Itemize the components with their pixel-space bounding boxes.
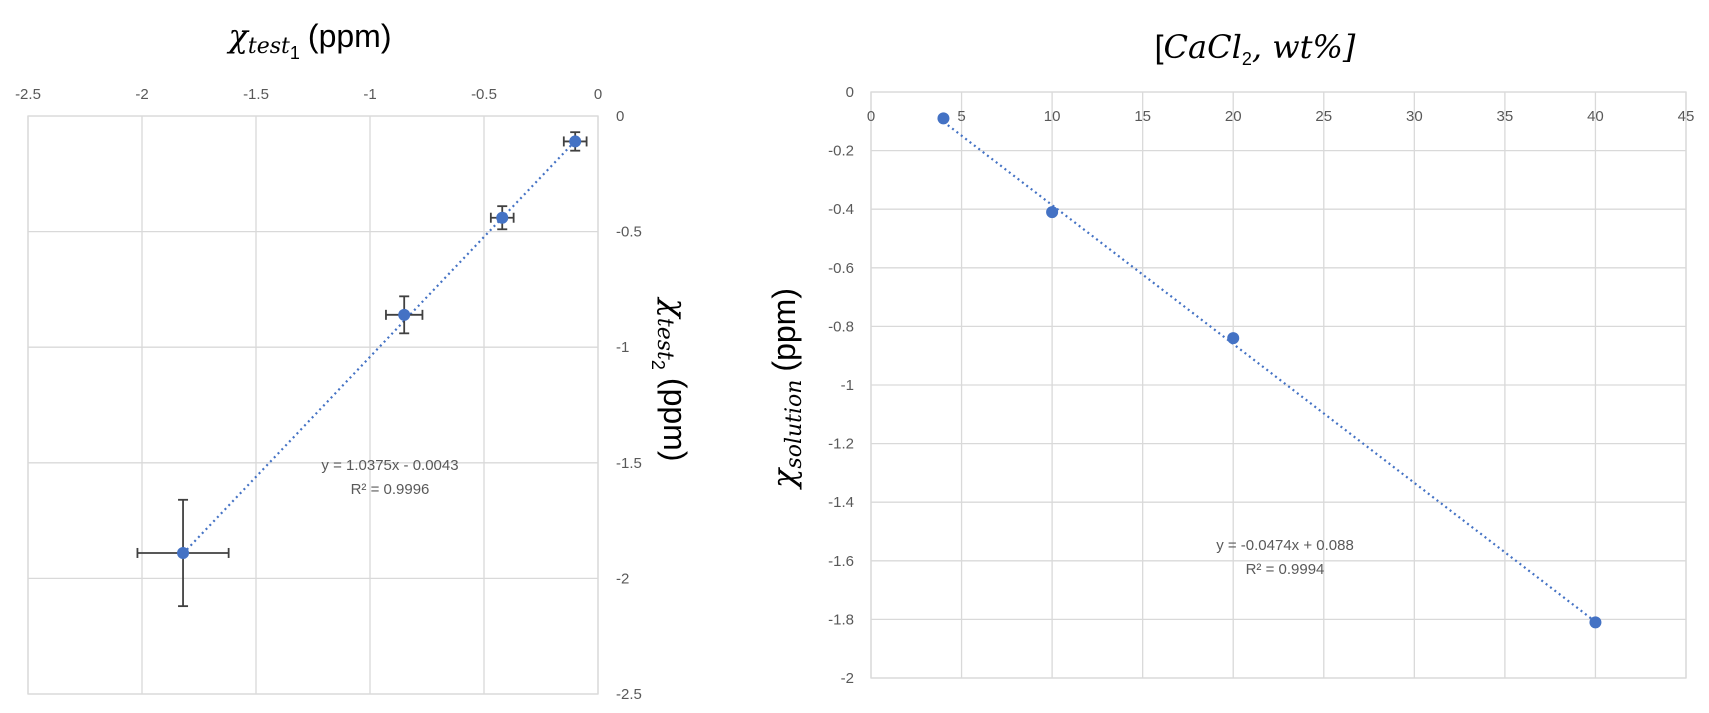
c1-y-tick-label: -0.5 <box>616 224 642 241</box>
c2-y-tick-label: -1.4 <box>828 494 854 511</box>
c1-x-tick-label: -2 <box>135 86 148 103</box>
c2-y-tick-label: -1.2 <box>828 436 854 453</box>
c2-x-tick-label: 40 <box>1587 108 1604 125</box>
c1-x-tick-label: 0 <box>594 86 602 103</box>
c1-y-tick-label: -1.5 <box>616 455 642 472</box>
c2-y-tick-label: -0.2 <box>828 143 854 160</box>
chart2-plot-frame <box>870 91 1687 679</box>
c2-x-tick-label: 35 <box>1497 108 1514 125</box>
chart1-trendline-r2: R² = 0.9996 <box>351 481 430 498</box>
c2-x-tick-label: 20 <box>1225 108 1242 125</box>
chart1-x-title-symbol: χ <box>227 17 250 55</box>
chart-test-comparison: -2.5 -2 -1.5 -1 -0.5 0 0 -0.5 -1 -1.5 -2 -2.5 y = … <box>15 17 694 703</box>
chart1-gridlines <box>27 115 599 695</box>
chart1-y-title-unit: (ppm) <box>657 378 693 462</box>
chart1-trendline-group <box>182 140 576 555</box>
c2-data-point <box>1046 206 1059 219</box>
chart1-trendline-equation: y = 1.0375x - 0.0043 <box>321 457 458 474</box>
chart2-title-rest: , wt%] <box>1252 28 1356 66</box>
c1-y-tick-label: -2 <box>616 570 629 587</box>
c2-y-tick-label: -1 <box>841 377 854 394</box>
chart2-title-open: [ <box>1155 29 1164 65</box>
c1-data-point <box>398 308 411 321</box>
chart1-plot-frame <box>27 115 599 695</box>
chart1-x-title-sub: test <box>248 34 290 59</box>
chart1-x-title-unit: (ppm) <box>308 18 392 54</box>
c1-data-point <box>177 546 190 559</box>
c2-y-tick-label: -0.4 <box>828 201 854 218</box>
c2-x-tick-label: 30 <box>1406 108 1423 125</box>
c2-y-tick-label: -2 <box>841 670 854 687</box>
chart2-trendline-equation: y = -0.0474x + 0.088 <box>1216 537 1354 554</box>
chart2-gridlines <box>870 91 1687 679</box>
c1-x-tick-label: -1.5 <box>243 86 269 103</box>
chart2-title-sub: 2 <box>1242 49 1252 69</box>
chart1-y-tick-labels: 0 -0.5 -1 -1.5 -2 -2.5 <box>616 108 642 703</box>
chart2-y-title-sub: solution <box>782 380 807 469</box>
chart1-error-bars <box>136 131 588 608</box>
c1-x-tick-label: -1 <box>363 86 376 103</box>
chart2-y-title-symbol: χ <box>765 467 803 490</box>
chart1-x-tick-labels: -2.5 -2 -1.5 -1 -0.5 0 <box>15 86 602 103</box>
c2-y-tick-label: -1.8 <box>828 611 854 628</box>
chart1-x-axis-title: χtest1 (ppm) <box>227 17 392 63</box>
c1-y-tick-label: -1 <box>616 339 629 356</box>
c2-data-point <box>1589 616 1602 629</box>
chart2-title-main: CaCl <box>1164 28 1242 66</box>
c1-data-point <box>569 135 582 148</box>
chart1-x-title-subsub: 1 <box>290 43 300 63</box>
chart2-trendline-r2: R² = 0.9994 <box>1246 561 1325 578</box>
chart2-y-title-unit: (ppm) <box>766 288 802 372</box>
chart2-title: [CaCl2, wt%] <box>1155 28 1356 69</box>
chart1-y-title-symbol: χ <box>656 297 694 320</box>
c2-data-point <box>1227 332 1240 345</box>
chart2-x-tick-labels: 0 5 10 15 20 25 30 35 40 45 <box>867 108 1695 125</box>
chart2-y-axis-title: χsolution (ppm) <box>765 288 807 490</box>
c1-trendline <box>182 140 576 555</box>
chart1-data-points <box>177 135 582 559</box>
c2-x-tick-label: 10 <box>1044 108 1061 125</box>
c2-y-tick-label: -1.6 <box>828 553 854 570</box>
c1-y-tick-label: -2.5 <box>616 686 642 703</box>
c2-y-tick-label: 0 <box>846 84 854 101</box>
chart1-y-title-sub: test <box>652 318 677 360</box>
chart2-data-points <box>937 112 1602 629</box>
c1-data-point <box>496 211 509 224</box>
c2-x-tick-label: 45 <box>1678 108 1695 125</box>
c2-x-tick-label: 15 <box>1134 108 1151 125</box>
chart-cacl2-susceptibility: 0 5 10 15 20 25 30 35 40 45 0 -0.2 -0.4 -0.6 -0.8 -1 -1… <box>765 28 1694 687</box>
c1-x-tick-label: -2.5 <box>15 86 41 103</box>
c2-x-tick-label: 5 <box>957 108 965 125</box>
c2-y-tick-label: -0.6 <box>828 260 854 277</box>
c2-data-point <box>937 112 950 125</box>
c1-y-tick-label: 0 <box>616 108 624 125</box>
c2-x-tick-label: 0 <box>867 108 875 125</box>
c2-x-tick-label: 25 <box>1315 108 1332 125</box>
c2-y-tick-label: -0.8 <box>828 318 854 335</box>
chart1-y-title-subsub: 2 <box>648 360 668 370</box>
chart2-y-tick-labels: 0 -0.2 -0.4 -0.6 -0.8 -1 -1.2 -1.4 -1.6 -1.8 -2 <box>828 84 854 687</box>
c1-x-tick-label: -0.5 <box>471 86 497 103</box>
chart1-y-axis-title: χtest2 (ppm) <box>648 297 694 462</box>
